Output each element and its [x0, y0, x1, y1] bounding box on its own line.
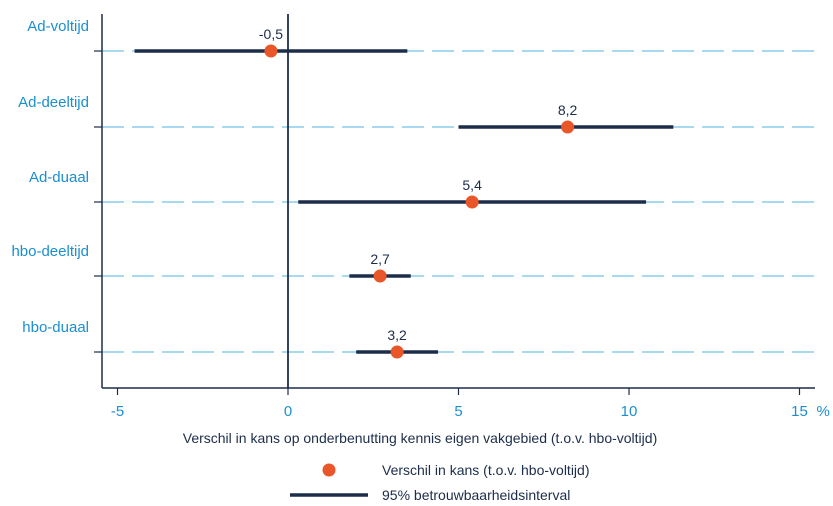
- value-label: 2,7: [370, 251, 390, 267]
- x-tick-label: 15: [791, 403, 808, 420]
- value-label: 3,2: [387, 327, 407, 343]
- x-axis-title: Verschil in kans op onderbenutting kenni…: [183, 430, 657, 446]
- confidence-intervals: [134, 49, 674, 354]
- x-tick-label: -5: [111, 403, 124, 420]
- category-label: hbo-duaal: [22, 319, 89, 336]
- value-label: 5,4: [462, 177, 482, 193]
- x-tick-label: 5: [454, 403, 462, 420]
- category-label: Ad-deeltijd: [18, 94, 89, 111]
- point-estimate: [264, 44, 278, 58]
- legend-interval-label: 95% betrouwbaarheidsinterval: [382, 487, 570, 503]
- x-unit-label: %: [817, 403, 830, 420]
- x-ticks: -5 0 5 10 15: [111, 388, 808, 420]
- point-estimate: [465, 195, 479, 209]
- legend-point-marker: [322, 463, 336, 477]
- point-estimates: [264, 44, 575, 359]
- grid-lines: [94, 50, 815, 353]
- point-estimate: [561, 120, 575, 134]
- value-label: 8,2: [558, 102, 578, 118]
- legend-point-label: Verschil in kans (t.o.v. hbo-voltijd): [382, 462, 590, 478]
- value-labels: -0,5 8,2 5,4 2,7 3,2: [259, 26, 578, 343]
- point-estimate: [390, 345, 404, 359]
- category-label: Ad-voltijd: [27, 18, 89, 35]
- x-tick-label: 0: [284, 403, 292, 420]
- point-estimate: [373, 269, 387, 283]
- legend: Verschil in kans (t.o.v. hbo-voltijd) 95…: [290, 462, 590, 503]
- value-label: -0,5: [259, 26, 283, 42]
- category-labels: Ad-voltijd Ad-deeltijd Ad-duaal hbo-deeltij…: [11, 18, 89, 336]
- x-tick-label: 10: [621, 403, 638, 420]
- category-label: hbo-deeltijd: [11, 243, 89, 260]
- category-label: Ad-duaal: [29, 169, 89, 186]
